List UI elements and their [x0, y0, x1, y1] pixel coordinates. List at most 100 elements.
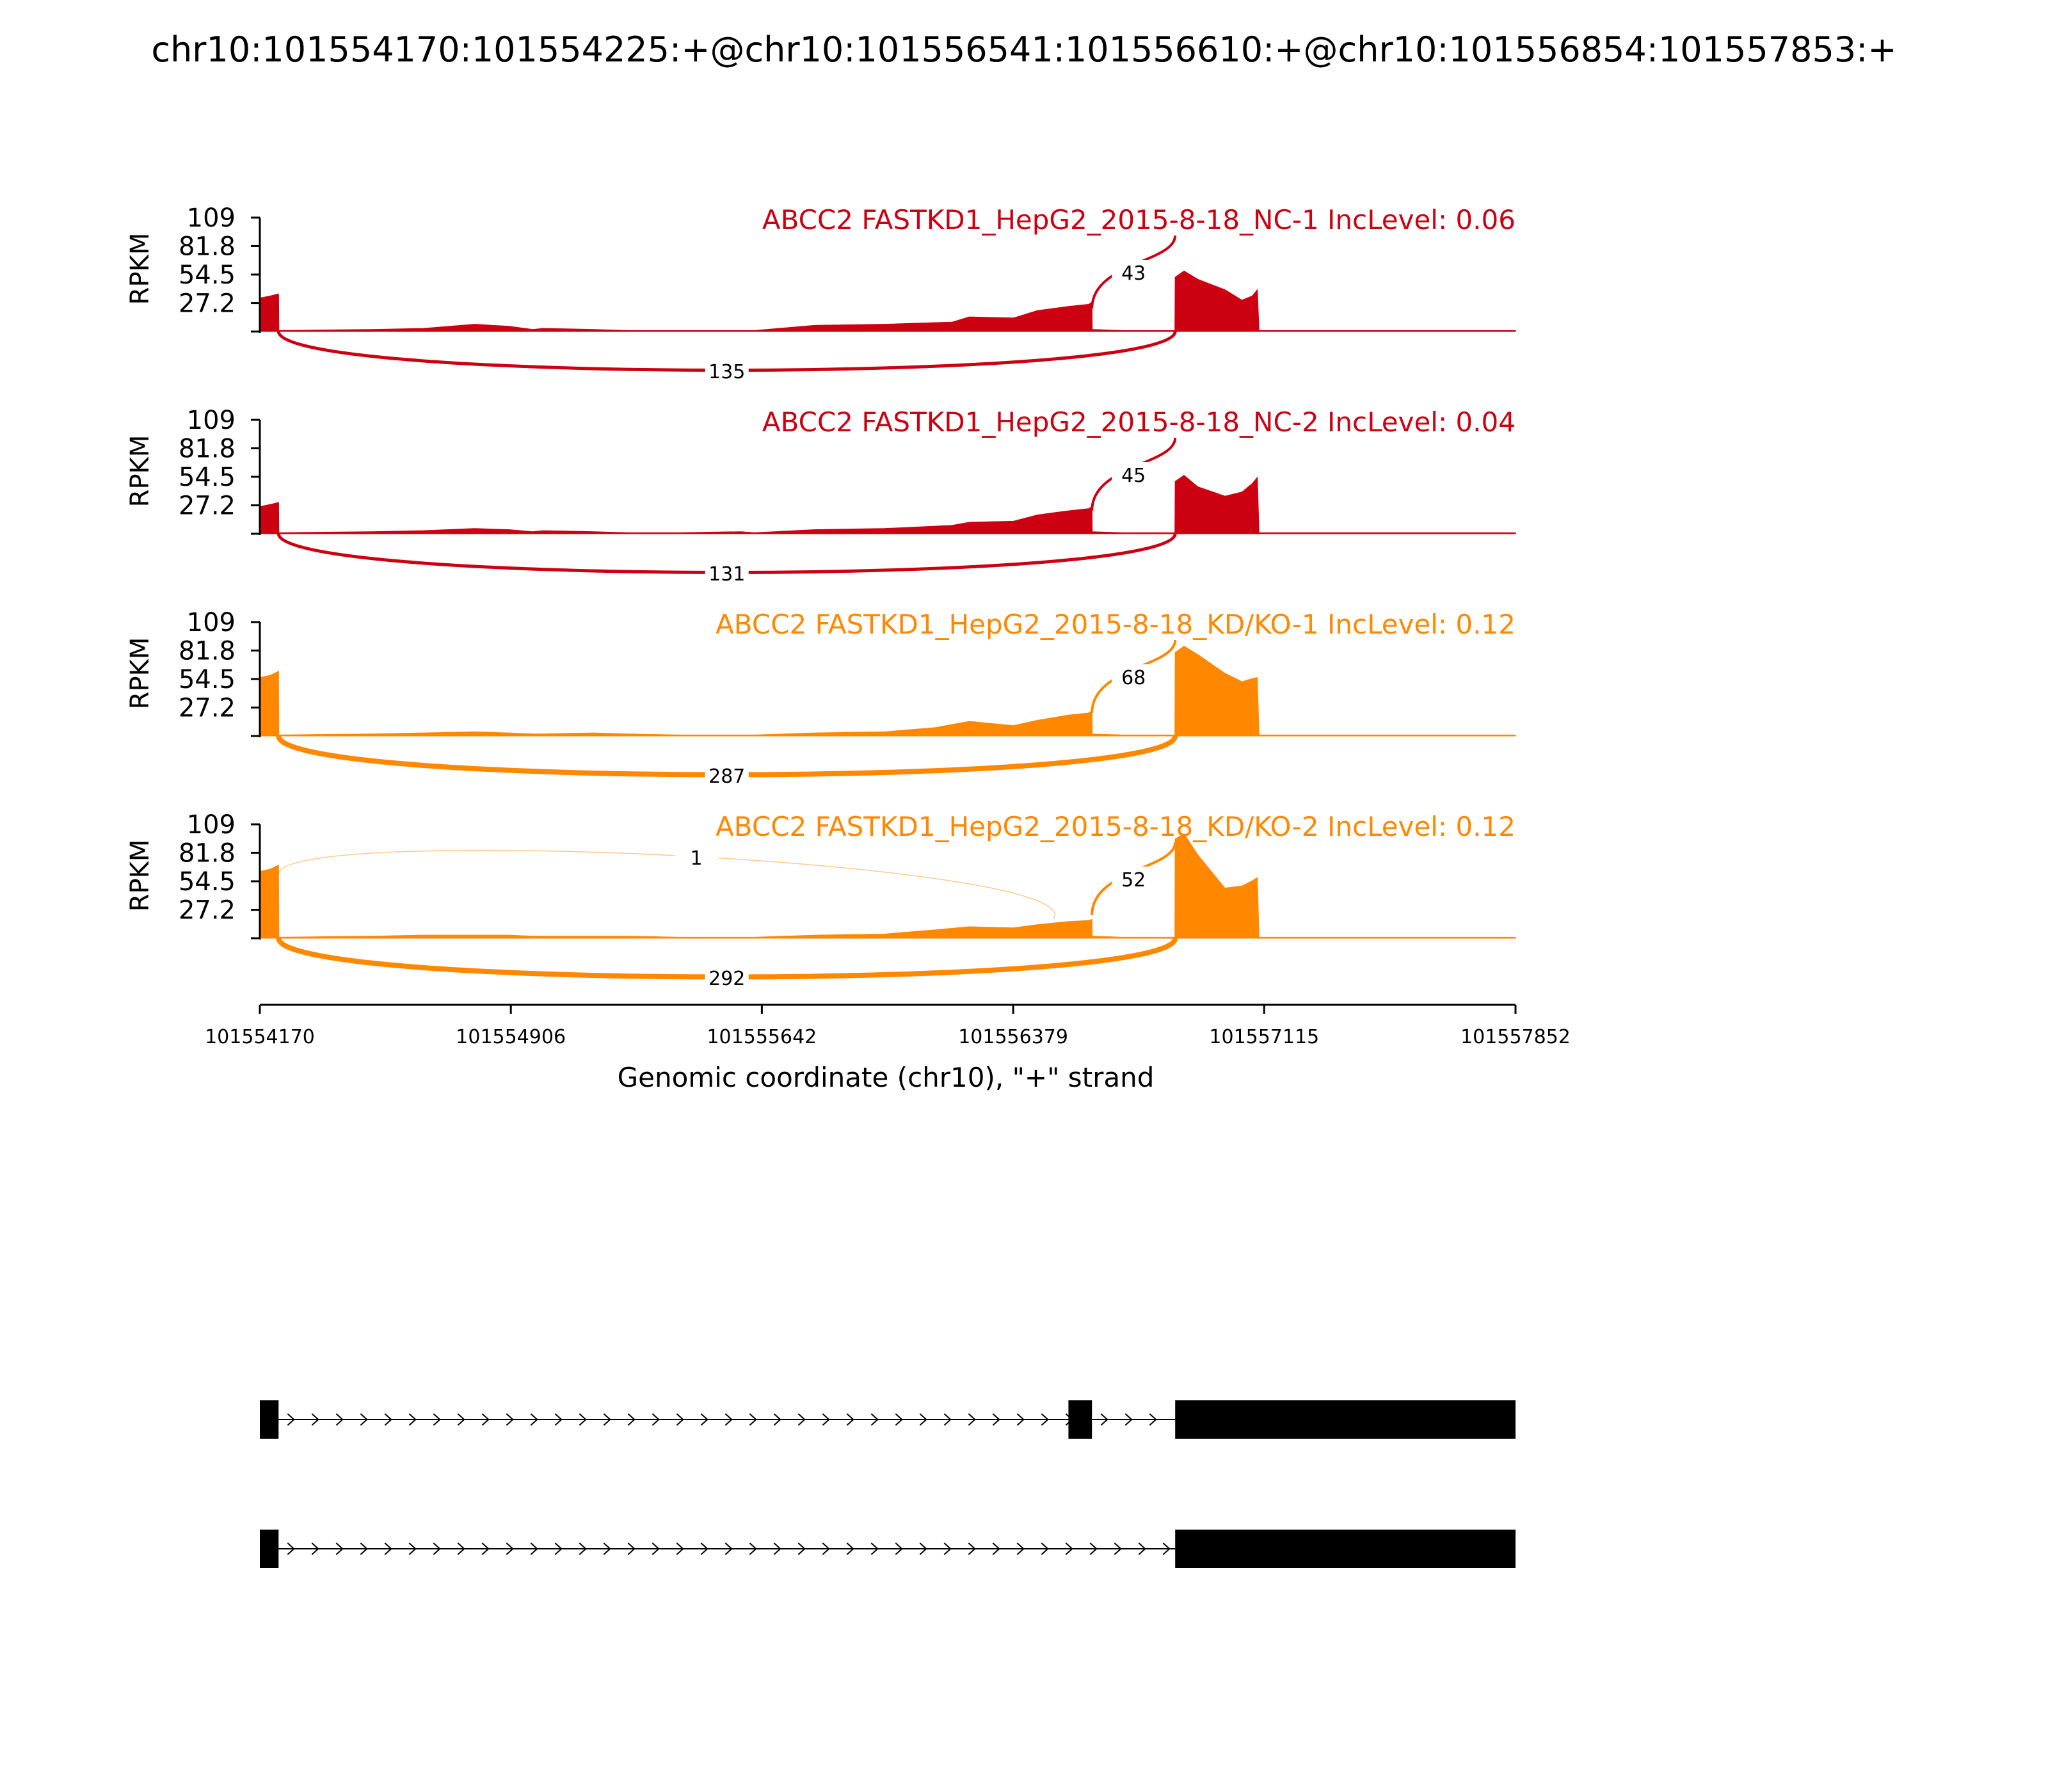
- strand-chevron: [481, 1542, 490, 1555]
- junction-count: 135: [708, 361, 745, 383]
- x-tick-label: 101554170: [205, 1026, 315, 1048]
- strand-chevron: [1100, 1413, 1108, 1426]
- y-tick-label: 27.2: [179, 694, 236, 723]
- y-tick-label: 54.5: [179, 665, 236, 694]
- strand-chevron: [384, 1542, 392, 1555]
- strand-chevron: [287, 1413, 295, 1426]
- strand-chevron: [335, 1542, 344, 1555]
- strand-chevron: [287, 1542, 295, 1555]
- coverage-area: [259, 833, 1516, 939]
- junction-count: 45: [1121, 465, 1146, 487]
- strand-chevron: [384, 1413, 392, 1426]
- exon-block: [260, 1530, 279, 1568]
- panel-title: ABCC2 FASTKD1_HepG2_2015-8-18_NC-1 IncLe…: [762, 204, 1516, 236]
- junction-arc: 45: [1091, 437, 1177, 511]
- y-tick-label: 81.8: [179, 232, 236, 261]
- strand-chevron: [773, 1413, 781, 1426]
- strand-chevron: [360, 1542, 368, 1555]
- strand-chevron: [627, 1413, 636, 1426]
- panel-title: ABCC2 FASTKD1_HepG2_2015-8-18_NC-2 IncLe…: [762, 406, 1516, 438]
- junction-count: 68: [1121, 667, 1146, 689]
- junction-label-bg: [1112, 867, 1156, 892]
- strand-chevron: [870, 1413, 879, 1426]
- strand-chevron: [992, 1413, 1000, 1426]
- strand-chevron: [992, 1542, 1000, 1555]
- y-tick-label: 109: [187, 608, 236, 637]
- strand-chevron: [724, 1413, 733, 1426]
- strand-chevron: [700, 1542, 708, 1555]
- gene-model-tracks: [260, 1400, 1516, 1568]
- strand-chevron: [1114, 1542, 1122, 1555]
- junction-label-bg: [705, 763, 749, 788]
- junction-arc: 43: [1091, 235, 1177, 309]
- junction-count: 131: [708, 563, 745, 586]
- strand-chevron: [530, 1542, 538, 1555]
- y-tick-label: 81.8: [179, 636, 236, 666]
- strand-chevron: [724, 1542, 733, 1555]
- exon-block: [1175, 1400, 1516, 1439]
- strand-chevron: [408, 1542, 417, 1555]
- strand-chevron: [797, 1542, 806, 1555]
- x-axis-label: Genomic coordinate (chr10), "+" strand: [618, 1062, 1155, 1093]
- strand-chevron: [1124, 1413, 1133, 1426]
- junction-label-bg: [1112, 664, 1156, 690]
- strand-chevron: [554, 1413, 563, 1426]
- strand-chevron: [627, 1542, 636, 1555]
- strand-chevron: [311, 1413, 319, 1426]
- coverage-area: [259, 270, 1516, 332]
- x-axis: 101554170 101554906 101555642 101556379 1015…: [205, 1004, 1571, 1048]
- coverage-area: [259, 474, 1516, 534]
- strand-chevron: [530, 1413, 538, 1426]
- x-tick-label: 101554906: [456, 1026, 566, 1048]
- junction-arc: 131: [276, 533, 1177, 586]
- y-tick-label: 27.2: [179, 896, 236, 925]
- strand-chevron: [968, 1542, 976, 1555]
- y-tick-label: 109: [187, 406, 236, 435]
- junction-count: 287: [708, 765, 745, 788]
- strand-chevron: [676, 1542, 684, 1555]
- strand-chevron: [749, 1542, 757, 1555]
- strand-chevron: [579, 1413, 587, 1426]
- strand-chevron: [652, 1413, 660, 1426]
- junction-arc: 1: [278, 845, 1055, 920]
- strand-chevron: [1162, 1542, 1171, 1555]
- junction-label-bg: [675, 845, 719, 870]
- exon-block: [260, 1400, 279, 1439]
- y-tick-label: 27.2: [179, 289, 236, 319]
- strand-chevron: [603, 1542, 611, 1555]
- junction-count: 52: [1121, 869, 1146, 892]
- strand-chevron: [943, 1413, 952, 1426]
- x-tick-label: 101555642: [707, 1026, 817, 1048]
- junction-arc: 135: [276, 331, 1177, 384]
- strand-chevron: [1041, 1542, 1049, 1555]
- y-tick-label: 109: [187, 810, 236, 840]
- strand-chevron: [797, 1413, 806, 1426]
- y-tick-label: 54.5: [179, 260, 236, 290]
- panel-title: ABCC2 FASTKD1_HepG2_2015-8-18_KD/KO-2 In…: [716, 811, 1516, 842]
- strand-chevron: [652, 1542, 660, 1555]
- junction-count: 1: [691, 847, 703, 870]
- strand-chevron: [1065, 1542, 1073, 1555]
- junction-count: 292: [708, 968, 745, 990]
- strand-chevron: [335, 1413, 344, 1426]
- x-tick-label: 101557852: [1460, 1026, 1571, 1048]
- strand-chevron: [919, 1413, 927, 1426]
- y-tick-label: 81.8: [179, 434, 236, 463]
- y-axis-label: RPKM: [125, 840, 155, 912]
- strand-chevron: [749, 1413, 757, 1426]
- strand-chevron: [968, 1413, 976, 1426]
- strand-chevron: [846, 1542, 854, 1555]
- strand-chevron: [506, 1542, 514, 1555]
- strand-chevron: [579, 1542, 587, 1555]
- x-tick-label: 101557115: [1209, 1026, 1319, 1048]
- junction-label-bg: [705, 358, 749, 384]
- strand-chevron: [311, 1542, 319, 1555]
- strand-chevron: [360, 1413, 368, 1426]
- y-tick-label: 109: [187, 204, 236, 233]
- exon-block: [1175, 1530, 1516, 1568]
- strand-chevron: [603, 1413, 611, 1426]
